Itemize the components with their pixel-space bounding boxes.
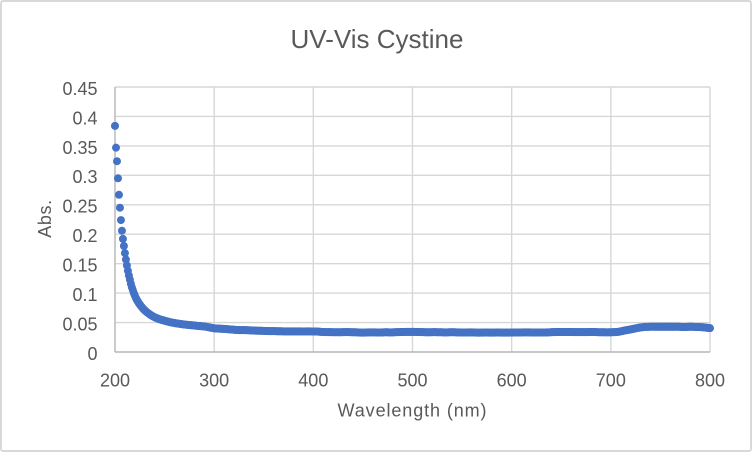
svg-text:0.2: 0.2 [72,226,97,246]
svg-text:0.15: 0.15 [62,256,97,276]
svg-text:800: 800 [695,370,725,390]
svg-text:0.35: 0.35 [62,138,97,158]
svg-text:400: 400 [298,370,328,390]
svg-text:0.25: 0.25 [62,197,97,217]
svg-text:200: 200 [100,370,130,390]
svg-text:Abs.: Abs. [35,199,55,237]
svg-text:0.1: 0.1 [72,285,97,305]
svg-text:700: 700 [596,370,626,390]
svg-text:Wavelength (nm): Wavelength (nm) [338,400,488,420]
svg-text:600: 600 [497,370,527,390]
svg-text:0: 0 [87,344,97,364]
svg-text:0.45: 0.45 [62,79,97,99]
svg-text:300: 300 [199,370,229,390]
svg-text:0.3: 0.3 [72,167,97,187]
svg-text:500: 500 [397,370,427,390]
svg-text:0.4: 0.4 [72,108,97,128]
svg-text:UV-Vis Cystine: UV-Vis Cystine [291,24,464,54]
svg-text:0.05: 0.05 [62,314,97,334]
